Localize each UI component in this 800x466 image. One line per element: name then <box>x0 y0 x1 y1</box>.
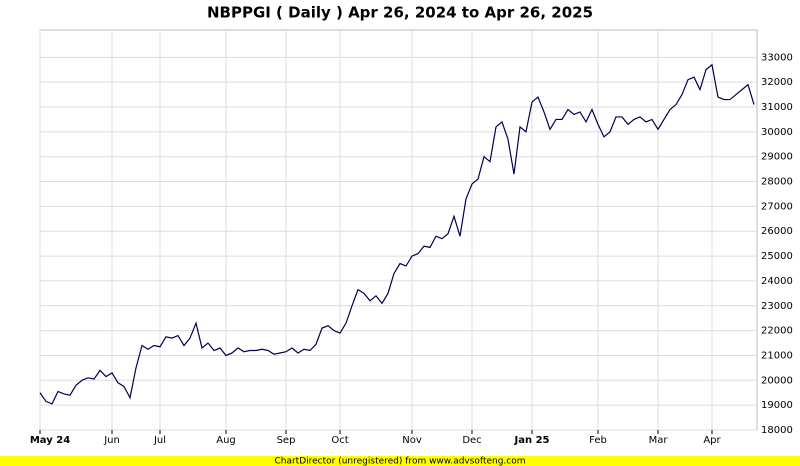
x-tick-label: Mar <box>649 435 669 446</box>
y-tick-label: 25000 <box>761 251 793 262</box>
x-tick-label: Oct <box>331 435 348 446</box>
y-tick-label: 31000 <box>761 102 793 113</box>
x-tick-label: Dec <box>462 435 481 446</box>
x-tick-label: Jan 25 <box>514 435 550 446</box>
y-tick-label: 18000 <box>761 425 793 436</box>
x-tick-label: May 24 <box>30 435 70 446</box>
x-tick-label: Jul <box>153 435 166 446</box>
y-tick-label: 22000 <box>761 326 793 337</box>
x-tick-label: Feb <box>589 435 607 446</box>
footer-band <box>0 456 800 466</box>
x-tick-label: Jun <box>103 435 120 446</box>
price-line <box>39 63 755 405</box>
y-tick-label: 29000 <box>761 152 793 163</box>
x-tick-label: Aug <box>216 435 236 446</box>
x-tick-label: Nov <box>402 435 422 446</box>
y-tick-label: 33000 <box>761 52 793 63</box>
y-tick-label: 30000 <box>761 127 793 138</box>
y-tick-label: 27000 <box>761 201 793 212</box>
chart-title: NBPPGI ( Daily ) Apr 26, 2024 to Apr 26,… <box>207 4 593 22</box>
y-tick-label: 23000 <box>761 301 793 312</box>
y-tick-label: 19000 <box>761 400 793 411</box>
x-tick-label: Apr <box>703 435 721 446</box>
y-tick-label: 20000 <box>761 375 793 386</box>
y-tick-label: 24000 <box>761 276 793 287</box>
y-tick-label: 32000 <box>761 77 793 88</box>
y-tick-label: 28000 <box>761 177 793 188</box>
x-tick-label: Sep <box>277 435 296 446</box>
footer: ChartDirector (unregistered) from www.ad… <box>274 457 525 466</box>
y-tick-label: 26000 <box>761 226 793 237</box>
y-tick-label: 21000 <box>761 350 793 361</box>
